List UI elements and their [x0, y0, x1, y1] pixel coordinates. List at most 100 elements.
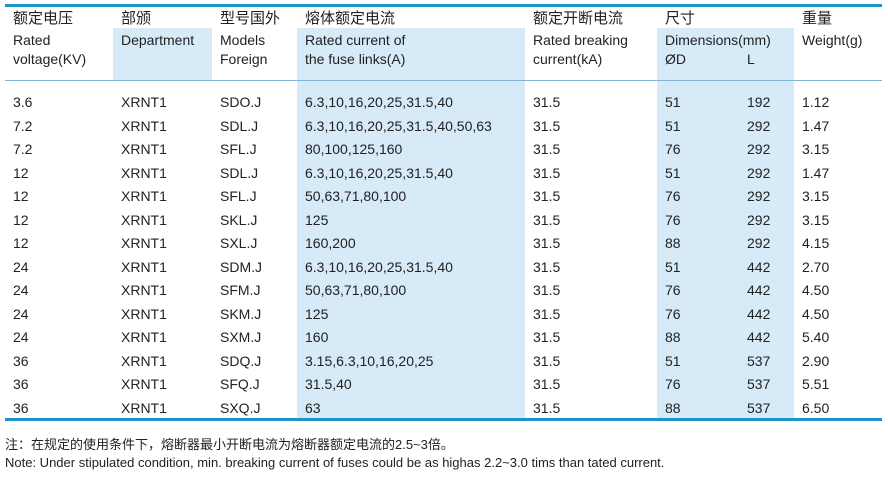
cell-dim-d: 51: [665, 94, 681, 110]
header-separator: [5, 80, 882, 81]
cell-department: XRNT1: [121, 188, 167, 204]
cell-department: XRNT1: [121, 305, 167, 322]
cell-dim-d: 76: [665, 376, 681, 392]
cell-dim-l: 537: [747, 352, 771, 369]
cell-model: SFM.J: [220, 282, 261, 298]
cell-voltage: 36: [13, 376, 29, 392]
table-row: 12 XRNT1 SKL.J 125 31.5 76 292 3.15: [5, 209, 882, 233]
cell-dim-d: 51: [665, 164, 681, 181]
cell-weight: 3.15: [802, 211, 830, 228]
cell-weight: 1.47: [802, 117, 830, 134]
cell-department: XRNT1: [121, 94, 167, 110]
table-row: 24 XRNT1 SKM.J 125 31.5 76 442 4.50: [5, 303, 882, 327]
header-zh-dimensions-l: [739, 7, 794, 31]
table-row: 12 XRNT1 SDL.J 6.3,10,16,20,25,31.5,40 31.5 5…: [5, 162, 882, 186]
cell-dim-l: 292: [747, 188, 771, 204]
table-row: 24 XRNT1 SXM.J 160 31.5 88 442 5.40: [5, 326, 882, 350]
header-dim-d: ØD: [665, 51, 686, 67]
table-row: 24 XRNT1 SFM.J 50,63,71,80,100 31.5 76 442 4.50: [5, 279, 882, 303]
cell-breaking-current: 31.5: [533, 258, 561, 275]
header-row-chinese: 额定电压 部颁 型号国外 熔体额定电流 额定开断电流 尺寸 重量: [5, 7, 882, 31]
table-row: 3.6 XRNT1 SDO.J 6.3,10,16,20,25,31.5,40 31.5…: [5, 91, 882, 115]
cell-breaking-current: 31.5: [533, 352, 561, 369]
cell-dim-d: 51: [665, 258, 681, 275]
cell-model: SXL.J: [220, 235, 258, 251]
cell-dim-d: 51: [665, 352, 681, 369]
cell-dim-l: 442: [747, 329, 771, 345]
cell-model: SDL.J: [220, 164, 259, 181]
cell-weight: 1.12: [802, 94, 830, 110]
cell-dim-l: 192: [747, 94, 771, 110]
header-zh-rated-current: 熔体额定电流: [305, 10, 396, 27]
cell-dim-l: 292: [747, 164, 771, 181]
note-english: Note: Under stipulated condition, min. b…: [5, 455, 665, 470]
cell-dim-d: 76: [665, 211, 681, 228]
header-en-department: Department: [121, 32, 195, 48]
shade-rated-current-column: [297, 28, 525, 418]
cell-rated-current: 160,200: [305, 235, 356, 251]
cell-weight: 5.40: [802, 329, 830, 345]
cell-dim-l: 292: [747, 211, 771, 228]
cell-dim-d: 76: [665, 282, 681, 298]
cell-dim-l: 537: [747, 399, 771, 416]
header-en-models: Models Foreign: [220, 32, 268, 67]
note-chinese: 注：在规定的使用条件下，熔断器最小开断电流为熔断器额定电流的2.5~3倍。: [5, 437, 454, 452]
cell-department: XRNT1: [121, 258, 167, 275]
cell-model: SXQ.J: [220, 399, 261, 416]
cell-dim-d: 51: [665, 117, 681, 134]
cell-rated-current: 6.3,10,16,20,25,31.5,40: [305, 258, 453, 275]
header-zh-weight: 重量: [802, 10, 833, 27]
cell-voltage: 3.6: [13, 94, 33, 110]
header-en-dimension-l: L: [739, 31, 794, 83]
cell-model: SKL.J: [220, 211, 258, 228]
header-zh-breaking: 额定开断电流: [533, 10, 624, 27]
header-en-weight: Weight(g): [802, 32, 863, 48]
cell-model: SDM.J: [220, 258, 262, 275]
cell-voltage: 12: [13, 235, 29, 251]
cell-breaking-current: 31.5: [533, 282, 561, 298]
cell-breaking-current: 31.5: [533, 211, 561, 228]
cell-dim-l: 292: [747, 235, 771, 251]
table-row: 36 XRNT1 SXQ.J 63 31.5 88 537 6.50: [5, 397, 882, 421]
cell-model: SXM.J: [220, 329, 262, 345]
cell-rated-current: 80,100,125,160: [305, 141, 403, 157]
table-row: 7.2 XRNT1 SFL.J 80,100,125,160 31.5 76 292 3.15: [5, 138, 882, 162]
cell-voltage: 36: [13, 352, 29, 369]
table-row: 12 XRNT1 SFL.J 50,63,71,80,100 31.5 76 292 3.15: [5, 185, 882, 209]
cell-rated-current: 160: [305, 329, 329, 345]
cell-voltage: 7.2: [13, 117, 33, 134]
cell-breaking-current: 31.5: [533, 188, 561, 204]
cell-rated-current: 6.3,10,16,20,25,31.5,40,50,63: [305, 117, 492, 134]
cell-model: SDL.J: [220, 117, 259, 134]
cell-rated-current: 50,63,71,80,100: [305, 282, 407, 298]
shade-department-column: [113, 28, 212, 81]
cell-breaking-current: 31.5: [533, 305, 561, 322]
cell-weight: 4.50: [802, 305, 830, 322]
cell-rated-current: 125: [305, 305, 329, 322]
cell-voltage: 24: [13, 258, 29, 275]
cell-rated-current: 63: [305, 399, 321, 416]
table-row: 36 XRNT1 SFQ.J 31.5,40 31.5 76 537 5.51: [5, 373, 882, 397]
table-bottom-rule: [5, 418, 882, 421]
table-row: 7.2 XRNT1 SDL.J 6.3,10,16,20,25,31.5,40,50,…: [5, 115, 882, 139]
cell-dim-l: 442: [747, 305, 771, 322]
cell-weight: 3.15: [802, 188, 830, 204]
table-row: 12 XRNT1 SXL.J 160,200 31.5 88 292 4.15: [5, 232, 882, 256]
header-en-dimensions: Dimensions(mm) ØD: [665, 32, 771, 67]
cell-department: XRNT1: [121, 117, 167, 134]
cell-dim-l: 292: [747, 141, 771, 157]
cell-dim-d: 76: [665, 141, 681, 157]
header-spacer: [5, 83, 882, 91]
cell-department: XRNT1: [121, 376, 167, 392]
spec-table: 额定电压 部颁 型号国外 熔体额定电流 额定开断电流 尺寸 重量 Rated vo…: [5, 7, 882, 420]
cell-voltage: 7.2: [13, 141, 33, 157]
cell-voltage: 12: [13, 188, 29, 204]
cell-dim-d: 88: [665, 399, 681, 416]
cell-weight: 2.70: [802, 258, 830, 275]
cell-rated-current: 125: [305, 211, 329, 228]
cell-voltage: 12: [13, 164, 29, 181]
cell-breaking-current: 31.5: [533, 376, 561, 392]
header-zh-department: 部颁: [121, 10, 152, 27]
cell-department: XRNT1: [121, 352, 167, 369]
cell-weight: 1.47: [802, 164, 830, 181]
